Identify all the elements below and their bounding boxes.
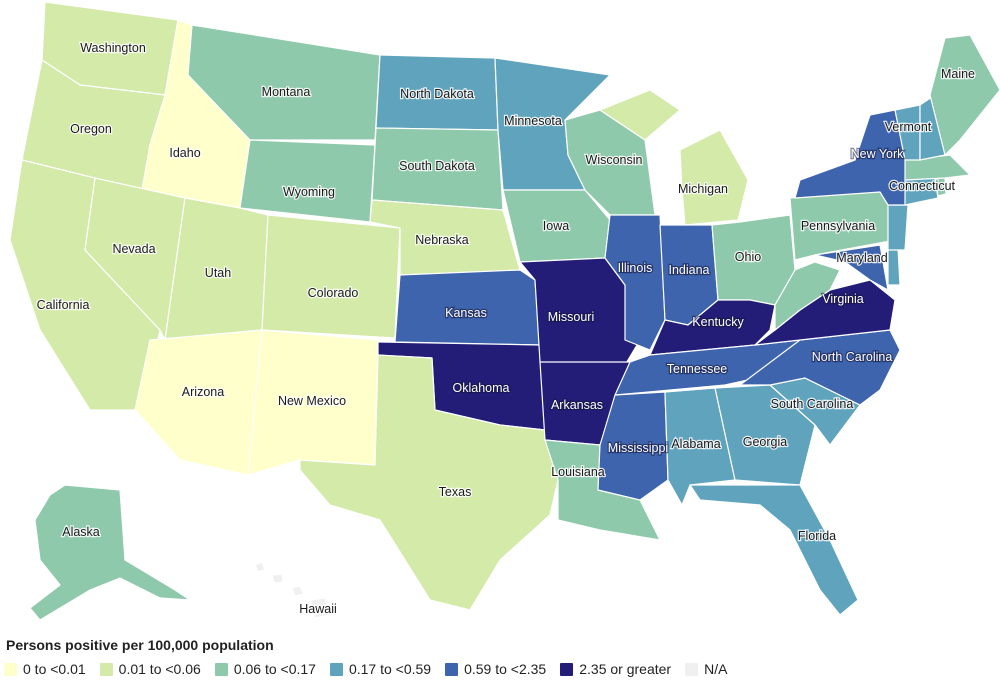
legend-swatch: [99, 662, 113, 676]
state-maryland[interactable]: [814, 244, 889, 291]
state-delaware[interactable]: [887, 247, 901, 286]
legend-label: 0.01 to <0.06: [118, 661, 201, 677]
state-michigan[interactable]: [599, 89, 749, 226]
state-montana[interactable]: [187, 24, 381, 141]
state-wyoming[interactable]: [239, 139, 376, 223]
label-louisiana: Louisiana: [551, 465, 605, 479]
label-nebraska: Nebraska: [415, 233, 469, 247]
label-south-carolina: South Carolina: [771, 397, 854, 411]
label-texas: Texas: [439, 485, 472, 499]
label-washington: Washington: [80, 41, 146, 55]
legend-item: 0.17 to <0.59: [329, 661, 432, 677]
state-arizona[interactable]: [134, 329, 263, 476]
label-colorado: Colorado: [308, 286, 359, 300]
legend-item: 0.06 to <0.17: [214, 661, 316, 677]
label-minnesota: Minnesota: [504, 114, 562, 128]
state-alaska[interactable]: [29, 484, 191, 621]
label-michigan: Michigan: [678, 182, 728, 196]
legend-item: N/A: [685, 661, 727, 677]
label-maryland: Maryland: [836, 251, 887, 265]
label-north-carolina: North Carolina: [812, 350, 893, 364]
state-hawaii[interactable]: [254, 561, 331, 619]
legend-swatch: [4, 662, 17, 676]
state-nevada[interactable]: [84, 177, 186, 341]
label-missouri: Missouri: [548, 310, 595, 324]
state-colorado[interactable]: [261, 214, 401, 339]
label-mississippi: Mississippi: [608, 441, 668, 455]
label-south-dakota: South Dakota: [399, 159, 475, 173]
label-ohio: Ohio: [735, 250, 761, 264]
legend: 0 to <0.01 0.01 to <0.06 0.06 to <0.17 0…: [4, 661, 741, 677]
legend-item: 0.59 to <2.35: [445, 661, 546, 677]
label-oregon: Oregon: [70, 122, 112, 136]
label-idaho: Idaho: [169, 146, 200, 160]
legend-item: 0.01 to <0.06: [99, 661, 201, 677]
label-nevada: Nevada: [112, 242, 155, 256]
label-maine: Maine: [941, 67, 975, 81]
label-kentucky: Kentucky: [692, 315, 744, 329]
label-indiana: Indiana: [668, 263, 709, 277]
legend-swatch: [445, 662, 459, 676]
legend-label: 0 to <0.01: [23, 661, 86, 677]
label-arkansas: Arkansas: [551, 398, 603, 412]
label-wyoming: Wyoming: [283, 185, 335, 199]
label-utah: Utah: [205, 266, 231, 280]
legend-label: 0.06 to <0.17: [233, 661, 316, 677]
label-vermont: Vermont: [885, 120, 932, 134]
legend-item: 2.35 or greater: [560, 661, 671, 677]
state-florida[interactable]: [689, 484, 859, 616]
state-texas[interactable]: [299, 354, 559, 611]
legend-label: 0.59 to <2.35: [464, 661, 547, 677]
label-alaska: Alaska: [62, 525, 100, 539]
label-florida: Florida: [798, 529, 836, 543]
label-wisconsin: Wisconsin: [586, 153, 643, 167]
label-montana: Montana: [262, 85, 311, 99]
label-california: California: [37, 298, 90, 312]
state-west-virginia[interactable]: [774, 261, 841, 331]
legend-swatch: [329, 662, 343, 676]
legend-item: 0 to <0.01: [4, 661, 86, 677]
state-new-jersey[interactable]: [887, 204, 909, 251]
legend-label: 0.17 to <0.59: [348, 661, 432, 677]
label-alabama: Alabama: [671, 437, 720, 451]
label-north-dakota: North Dakota: [400, 87, 474, 101]
legend-label: N/A: [704, 661, 728, 677]
label-kansas: Kansas: [445, 306, 487, 320]
label-new-mexico: New Mexico: [278, 394, 346, 408]
label-georgia: Georgia: [743, 435, 788, 449]
legend-swatch: [560, 662, 574, 676]
label-iowa: Iowa: [543, 219, 569, 233]
label-oklahoma: Oklahoma: [453, 381, 510, 395]
label-tennessee: Tennessee: [667, 362, 728, 376]
label-connecticut: Connecticut: [889, 179, 956, 193]
us-choropleth-map: Washington Oregon California Idaho Nevad…: [9, 1, 1000, 621]
label-pennsylvania: Pennsylvania: [801, 219, 875, 233]
label-hawaii: Hawaii: [299, 602, 337, 616]
label-new-york: New York: [851, 147, 905, 161]
legend-title: Persons positive per 100,000 population: [6, 637, 274, 653]
legend-swatch: [685, 662, 699, 676]
label-illinois: Illinois: [618, 261, 653, 275]
label-virginia: Virginia: [822, 292, 864, 306]
legend-swatch: [214, 662, 228, 676]
legend-label: 2.35 or greater: [579, 661, 672, 677]
state-maine[interactable]: [929, 34, 1000, 156]
label-arizona: Arizona: [182, 385, 224, 399]
